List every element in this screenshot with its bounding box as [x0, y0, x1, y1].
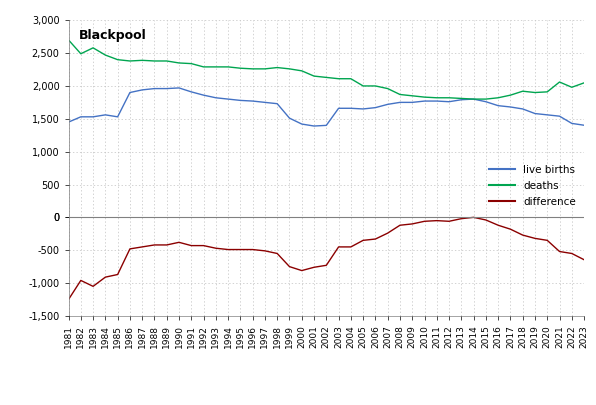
Legend: live births, deaths, difference: live births, deaths, difference — [486, 162, 579, 210]
Text: Blackpool: Blackpool — [79, 29, 147, 42]
